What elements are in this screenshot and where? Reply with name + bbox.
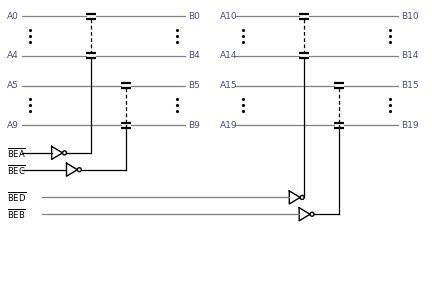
Text: A14: A14 (220, 51, 238, 60)
Text: A0: A0 (7, 12, 19, 21)
Text: $\overline{\mathsf{BEC}}$: $\overline{\mathsf{BEC}}$ (7, 163, 26, 177)
Text: A9: A9 (7, 121, 19, 130)
Text: B19: B19 (401, 121, 419, 130)
Text: B4: B4 (188, 51, 200, 60)
Text: B5: B5 (188, 81, 200, 90)
Text: B0: B0 (188, 12, 200, 21)
Text: B15: B15 (401, 81, 419, 90)
Text: A10: A10 (220, 12, 238, 21)
Text: A15: A15 (220, 81, 238, 90)
Text: $\overline{\mathsf{BED}}$: $\overline{\mathsf{BED}}$ (7, 191, 27, 204)
Text: B10: B10 (401, 12, 419, 21)
Text: A19: A19 (220, 121, 238, 130)
Text: B9: B9 (188, 121, 200, 130)
Text: $\overline{\mathsf{BEB}}$: $\overline{\mathsf{BEB}}$ (7, 207, 26, 221)
Text: B14: B14 (401, 51, 419, 60)
Text: A4: A4 (7, 51, 19, 60)
Text: A5: A5 (7, 81, 19, 90)
Text: $\overline{\mathsf{BEA}}$: $\overline{\mathsf{BEA}}$ (7, 146, 26, 160)
